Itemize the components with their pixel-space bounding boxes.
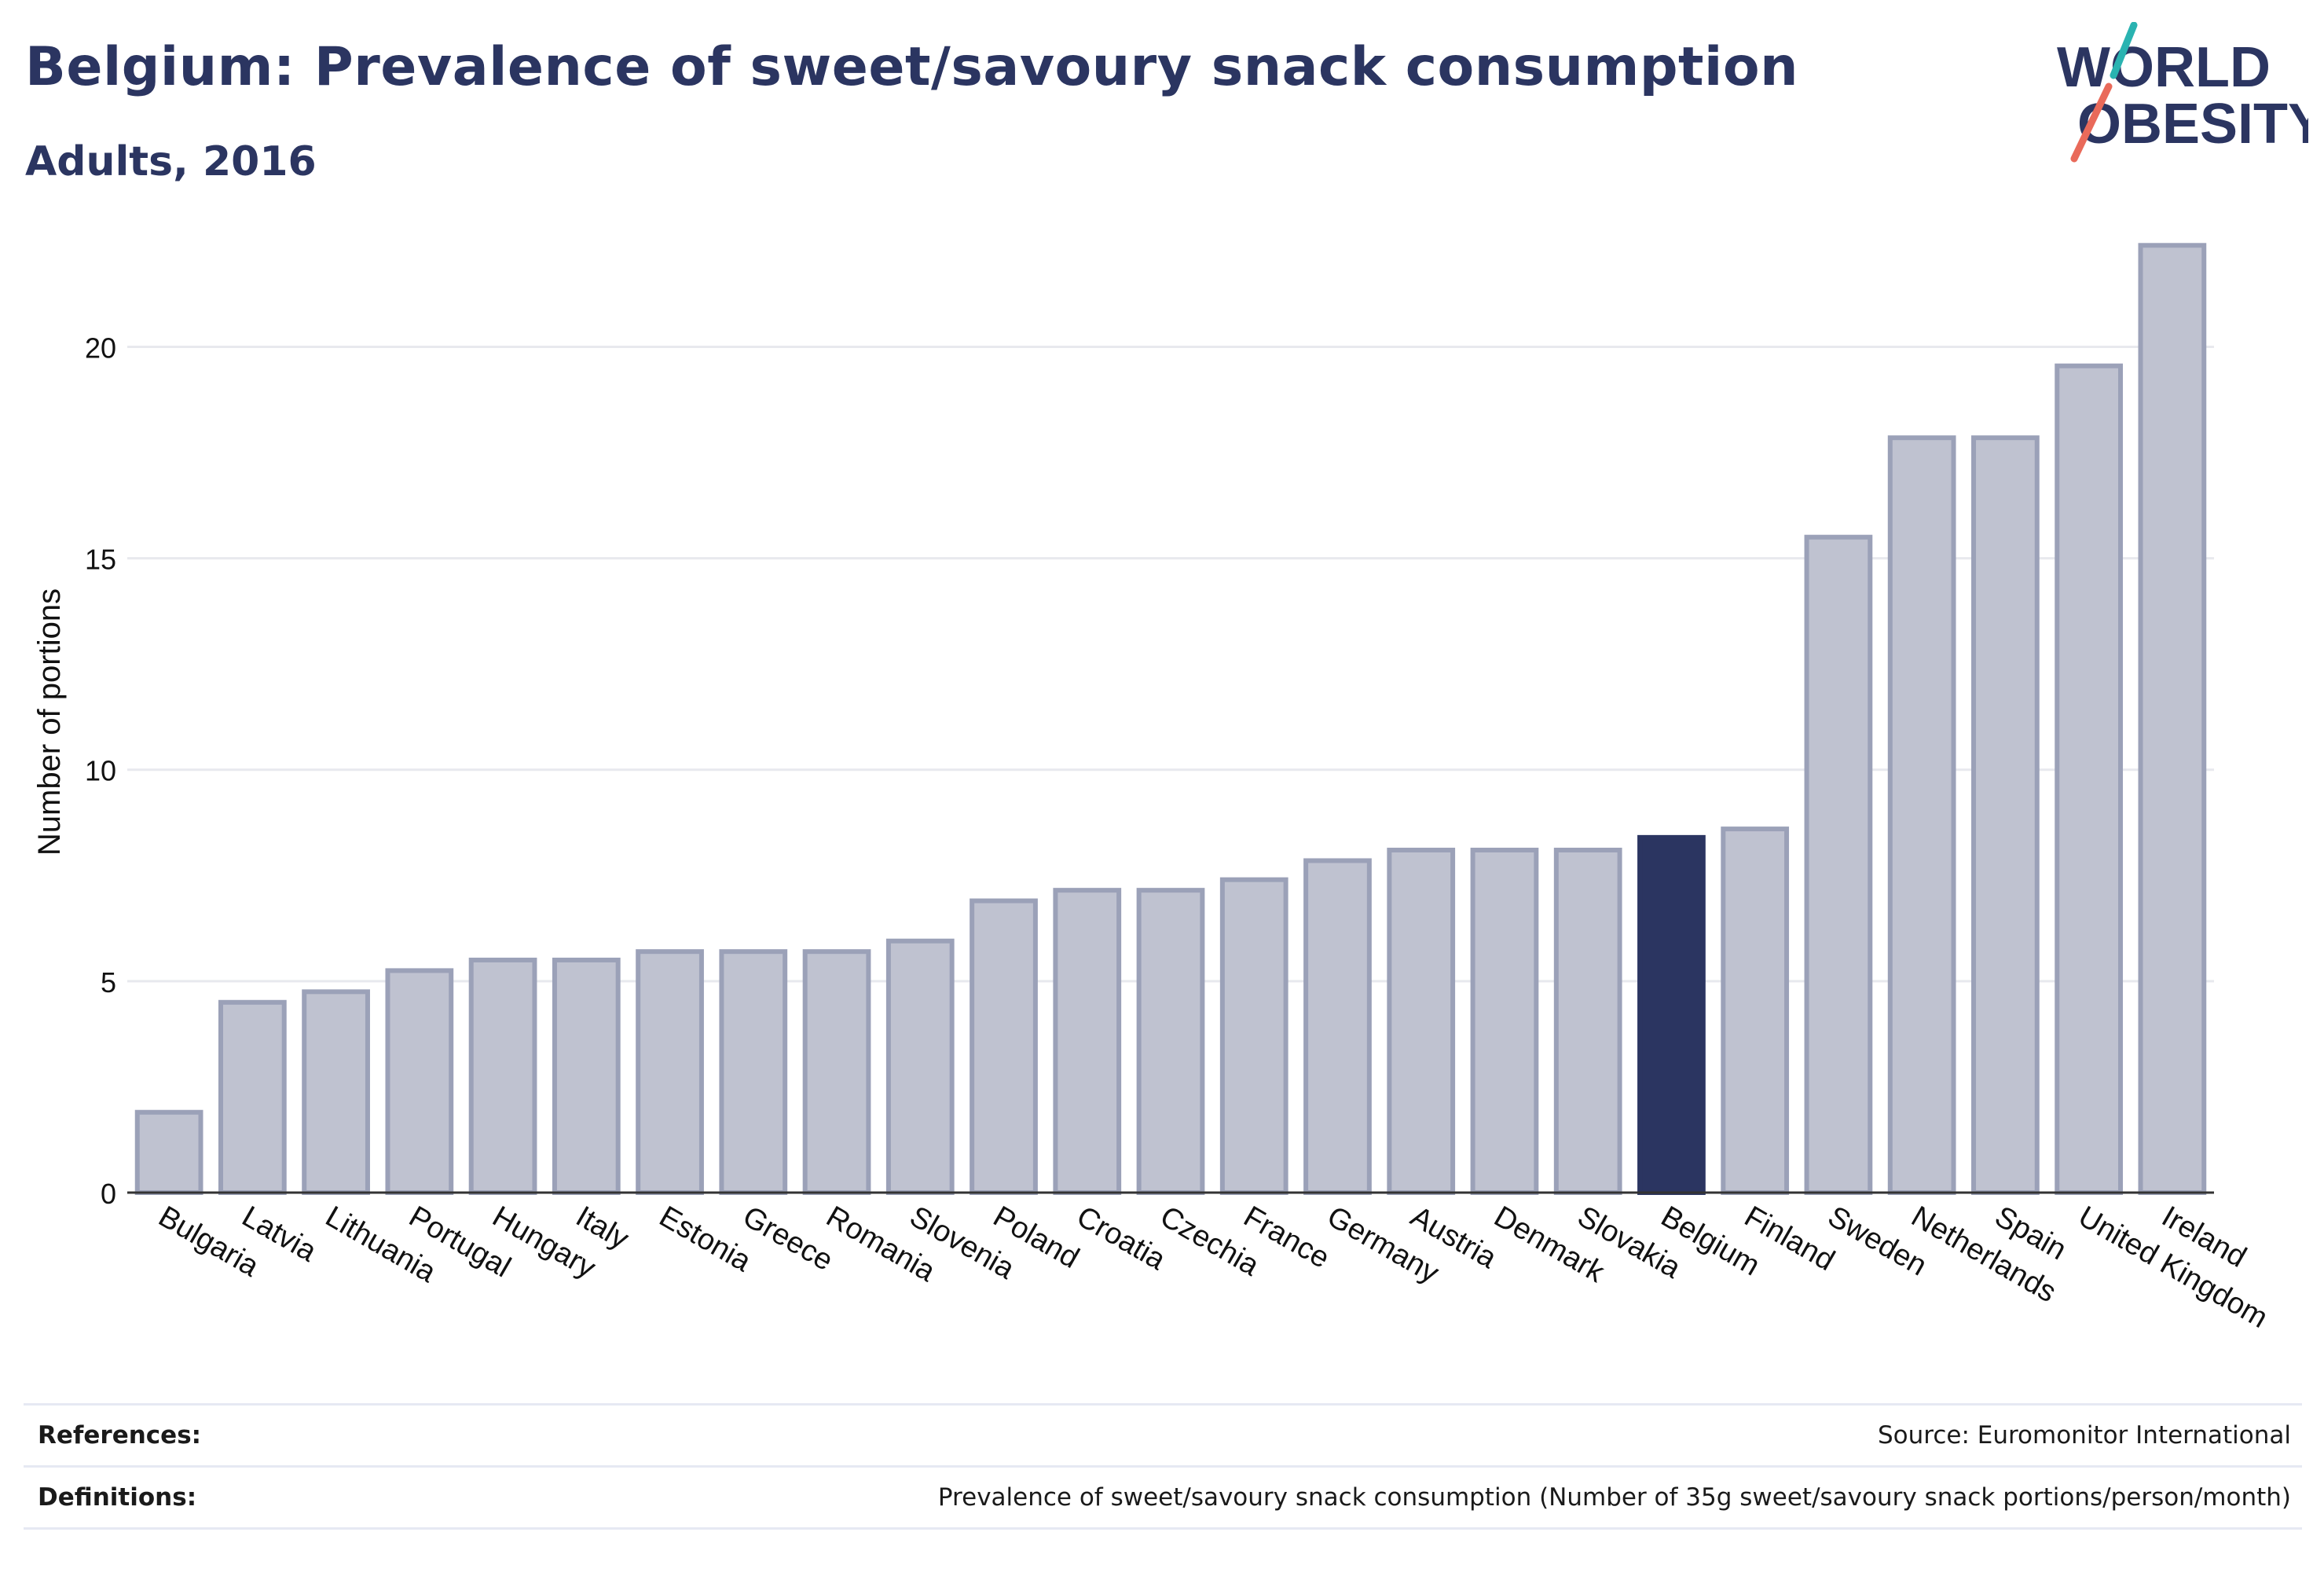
bar-italy (552, 957, 621, 1196)
bar-france (1219, 877, 1288, 1196)
x-tick-label: Croatia (1071, 1200, 1171, 1277)
bar-belgium (1637, 834, 1706, 1195)
bar-poland (970, 898, 1038, 1195)
bar-greece (719, 949, 788, 1195)
bar-czechia (1136, 888, 1205, 1195)
bar-lithuania (302, 989, 370, 1195)
bar-spain (1971, 435, 2040, 1195)
x-tick-label: Greece (737, 1200, 838, 1277)
definitions-label: Definitions: (38, 1483, 197, 1512)
x-tick-label: Estonia (654, 1200, 757, 1278)
definitions-value: Prevalence of sweet/savoury snack consum… (937, 1483, 2291, 1512)
bar-sweden (1804, 534, 1873, 1195)
bar-bulgaria (134, 1109, 203, 1196)
bar-portugal (385, 968, 454, 1196)
bar-hungary (468, 957, 537, 1196)
logo-line1: WORLD (2057, 36, 2271, 99)
y-tick-label: 5 (101, 966, 116, 999)
y-tick-label: 10 (85, 755, 116, 787)
logo-slash-bottom (2070, 82, 2113, 163)
bar-romania (802, 949, 871, 1195)
definitions-row: Definitions: Prevalence of sweet/savoury… (24, 1468, 2302, 1530)
y-tick-label: 15 (85, 544, 116, 576)
bar-germany (1303, 858, 1372, 1195)
bar-chart: 0 5 10 15 20 BulgariaLatviaLithuaniaPortugal… (32, 243, 2274, 1335)
logo-line2: OBESITY (2077, 93, 2308, 156)
footer-top-rule (24, 1403, 2302, 1406)
references-label: References: (38, 1421, 202, 1450)
bars (134, 243, 2207, 1196)
y-axis-label: Number of portions (32, 588, 67, 856)
world-obesity-logo: WORLD OBESITY (2057, 22, 2308, 163)
bar-ireland (2138, 243, 2207, 1195)
logo-slash-top (2110, 22, 2138, 79)
y-tick-labels: 0 5 10 15 20 (85, 332, 116, 1210)
y-tick-label: 20 (85, 332, 116, 364)
bar-croatia (1053, 888, 1122, 1195)
bar-latvia (218, 999, 287, 1195)
y-tick-label: 0 (101, 1178, 116, 1210)
bar-united-kingdom (2055, 363, 2124, 1196)
chart-title: Belgium: Prevalence of sweet/savoury sna… (25, 36, 1798, 98)
bar-estonia (636, 949, 704, 1195)
chart-subtitle: Adults, 2016 (25, 138, 317, 185)
bar-finland (1721, 826, 1790, 1196)
bar-slovenia (885, 938, 955, 1195)
x-tick-labels: BulgariaLatviaLithuaniaPortugalHungaryIt… (153, 1200, 2274, 1335)
bar-netherlands (1887, 435, 1956, 1195)
bar-slovakia (1553, 848, 1622, 1195)
bar-austria (1387, 848, 1456, 1195)
bar-denmark (1470, 848, 1539, 1195)
references-value: Source: Euromonitor International (1877, 1421, 2291, 1450)
references-row: References: Source: Euromonitor Internat… (24, 1406, 2302, 1468)
